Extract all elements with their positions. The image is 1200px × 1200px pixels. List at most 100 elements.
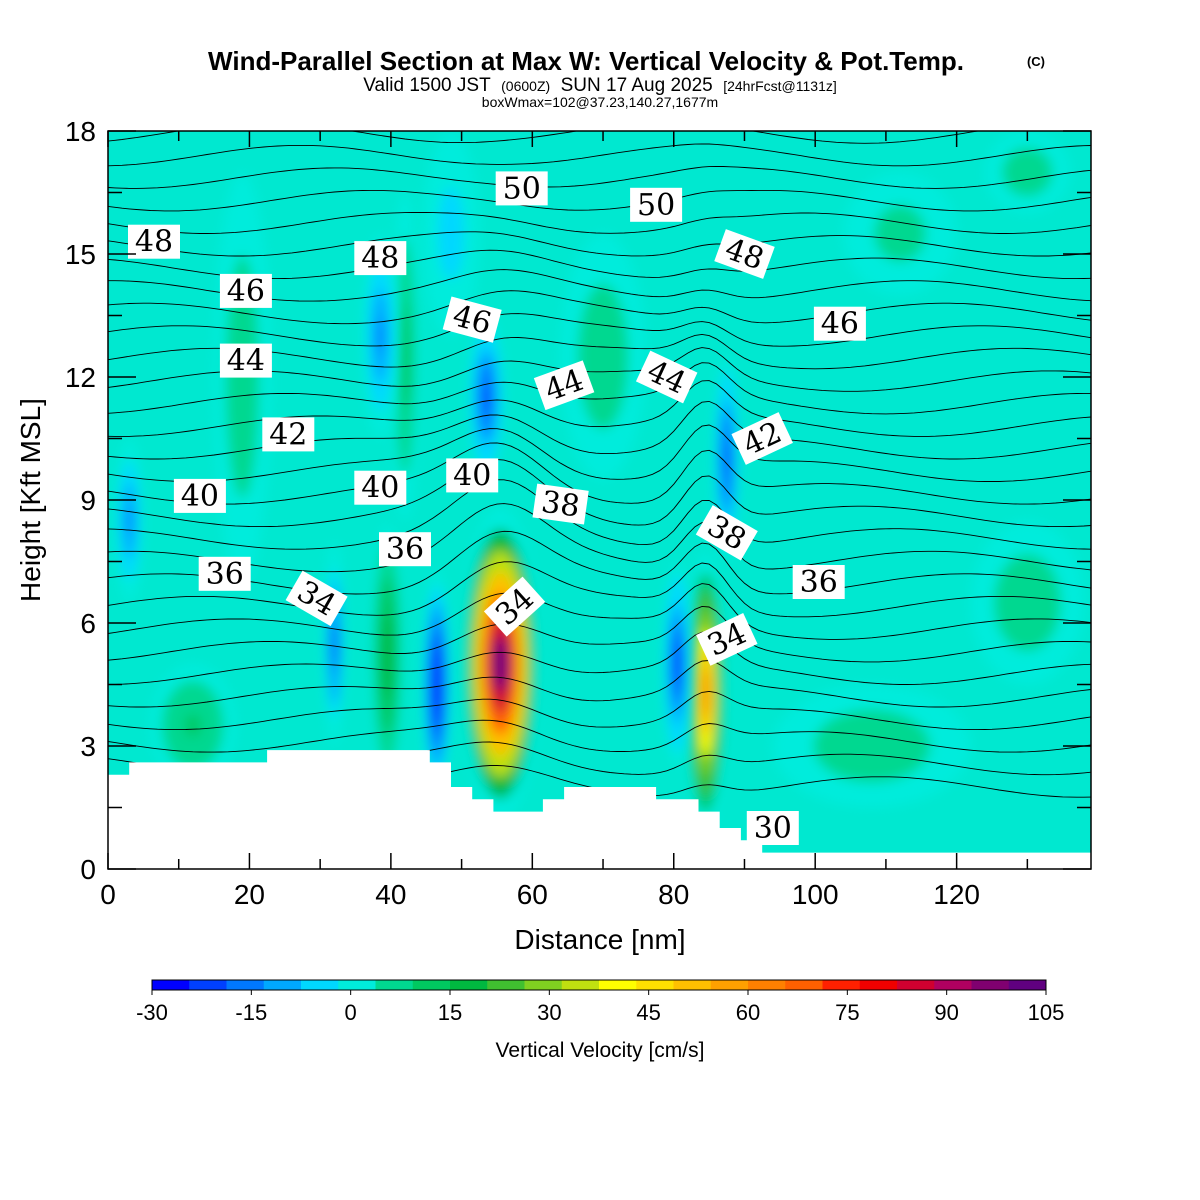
colorbar-tick-label: 75	[835, 1000, 859, 1025]
isentrope	[108, 459, 1091, 528]
colorbar-swatch	[673, 980, 712, 990]
colorbar-swatch	[487, 980, 525, 990]
copyright-mark: (C)	[1027, 54, 1045, 69]
w-contour	[445, 215, 457, 252]
isentrope	[108, 631, 1091, 685]
colorbar-swatch	[859, 980, 898, 990]
valid-utc: (0600Z)	[501, 78, 550, 94]
colorbar-swatch	[748, 980, 786, 990]
isentrope	[108, 660, 1091, 708]
w-feature-14	[772, 684, 971, 808]
isentrope	[108, 362, 1091, 415]
isentrope-label: 50	[495, 171, 548, 206]
colorbar-swatch	[599, 980, 637, 990]
label-text: 38	[539, 485, 582, 525]
isentrope-label: 46	[813, 306, 866, 342]
isentrope	[108, 313, 1091, 347]
colorbar-swatch	[897, 980, 935, 990]
x-tick-label: 120	[933, 879, 980, 910]
label-box	[495, 171, 548, 206]
isentrope-label: 40	[446, 458, 499, 493]
isentrope	[108, 583, 1091, 640]
colorbar-swatch	[226, 980, 265, 990]
isentrope	[108, 131, 981, 144]
colorbar-ticks: -30 -15 0 15 30 45 60 75 90 105	[136, 990, 1064, 1025]
label-box	[198, 556, 251, 591]
label-text: 36	[800, 565, 838, 600]
label-text: 42	[269, 417, 307, 452]
y-tick-label: 0	[80, 854, 96, 885]
y-tick-label: 12	[65, 362, 96, 393]
w-contour	[402, 326, 408, 387]
w-contour	[185, 714, 201, 737]
colorbar-swatch	[710, 980, 749, 990]
label-box	[219, 273, 272, 308]
y-tick-label: 15	[65, 239, 96, 270]
colorbar-swatch	[1008, 980, 1047, 990]
label-box	[128, 224, 180, 259]
isentrope-label: 38	[532, 483, 589, 525]
w-feature-5	[115, 438, 144, 603]
label-box	[635, 350, 698, 404]
label-box	[442, 296, 502, 343]
isentrope-label: 42	[262, 417, 315, 452]
w-feature-17	[984, 131, 1070, 213]
label-box	[379, 532, 431, 567]
w-contour	[702, 667, 710, 718]
isentrope-label: 36	[379, 532, 431, 567]
isentrope	[108, 690, 1091, 731]
label-text: 44	[227, 344, 265, 379]
label-text: 36	[386, 532, 424, 567]
isentrope	[108, 479, 1091, 550]
label-box	[696, 613, 758, 666]
w-feature-2	[422, 569, 451, 800]
colorbar-tick-label: 30	[537, 1000, 561, 1025]
y-tick-label: 3	[80, 731, 96, 762]
label-box	[813, 306, 866, 341]
label-text: 40	[453, 458, 491, 493]
isentrope	[108, 424, 1091, 482]
y-tick-label: 6	[80, 608, 96, 639]
colorbar-swatch	[636, 980, 674, 990]
colorbar-tick-label: 60	[736, 1000, 760, 1025]
x-axis-ticks: 0 20 40 60 80 100 120	[100, 131, 1029, 910]
colorbar-label: Vertical Velocity [cm/s]	[496, 1039, 705, 1062]
isentrope	[108, 165, 1091, 189]
forecast-info: [24hrFcst@1131z]	[723, 78, 837, 94]
isentrope	[108, 605, 1091, 663]
w-contour	[377, 317, 384, 355]
w-contour	[483, 382, 490, 413]
colorbar-swatch	[412, 980, 451, 990]
label-box	[714, 229, 775, 279]
label-text: 46	[821, 307, 859, 342]
chart-title: Wind-Parallel Section at Max W: Vertical…	[208, 46, 964, 76]
w-contour	[493, 635, 508, 693]
isentrope-label: 48	[128, 224, 180, 260]
label-box	[532, 483, 589, 525]
isentrope	[108, 189, 1091, 212]
label-box	[746, 811, 799, 845]
isentrope-label: 40	[354, 470, 407, 506]
w-contour	[724, 440, 730, 478]
w-contour	[889, 222, 911, 245]
label-box	[533, 360, 595, 411]
label-box	[285, 570, 348, 627]
label-box	[483, 576, 546, 637]
w-contour	[595, 334, 611, 379]
w-contour	[674, 645, 680, 683]
colorbar-swatch	[189, 980, 227, 990]
isentrope	[108, 530, 1091, 595]
label-box	[354, 470, 407, 505]
colorbar-tick-label: 15	[438, 1000, 462, 1025]
isentrope-label: 44	[219, 343, 272, 379]
w-contour	[384, 632, 391, 680]
colorbar-tick-label: 90	[934, 1000, 958, 1025]
colorbar-swatch	[301, 980, 339, 990]
w-contour	[126, 505, 132, 536]
isentrope-label: 40	[173, 478, 226, 514]
colorbar-swatch	[152, 980, 190, 990]
colorbar-tick-label: -15	[235, 1000, 267, 1025]
label-text: 30	[754, 811, 792, 846]
x-tick-label: 20	[234, 879, 265, 910]
label-text: 48	[135, 225, 173, 260]
